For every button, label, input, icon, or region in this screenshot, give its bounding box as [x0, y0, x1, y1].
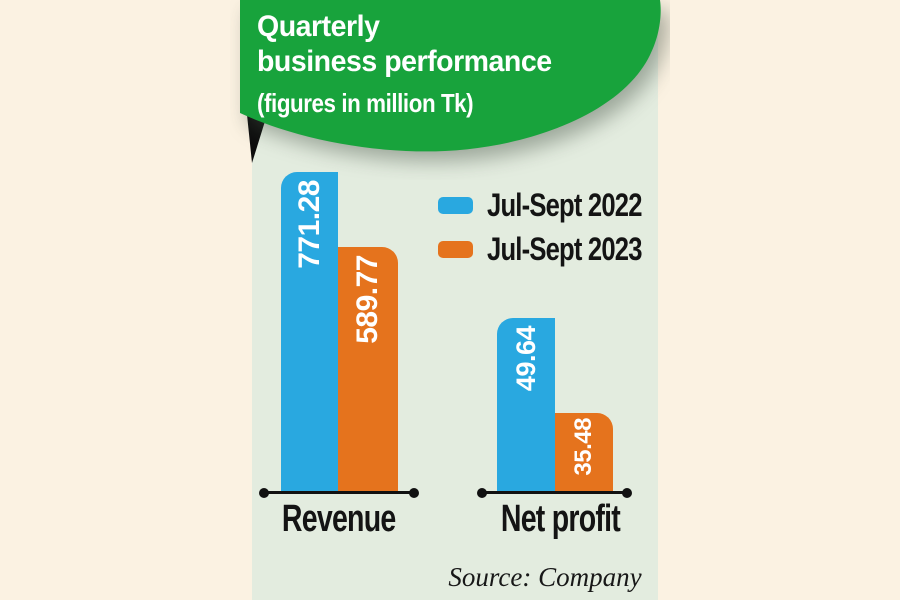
source-attribution: Source: Company [448, 562, 642, 592]
axis-netprofit [477, 487, 632, 498]
bar-revenue-2023: 589.77 [338, 247, 398, 493]
legend-swatch-2023 [438, 240, 473, 258]
title-bubble [240, 0, 661, 163]
bubble-shape [240, 0, 661, 152]
legend-item-2022: Jul-Sept 2022 [438, 187, 680, 223]
bar-netprofit-2022: 49.64 [497, 318, 555, 493]
bar-value-revenue-2022: 771.28 [292, 180, 326, 269]
legend-label-2022: Jul-Sept 2022 [487, 186, 642, 223]
chart-subtitle: (figures in million Tk) [257, 88, 474, 118]
bar-revenue-2022: 771.28 [281, 172, 338, 493]
bar-value-netprofit-2023: 35.48 [570, 418, 597, 476]
legend: Jul-Sept 2022 Jul-Sept 2023 [438, 187, 680, 280]
bar-value-netprofit-2022: 49.64 [510, 326, 541, 392]
bar-netprofit-2023: 35.48 [555, 413, 613, 493]
chart-title: Quarterly business performance (figures … [257, 9, 567, 119]
legend-item-2023: Jul-Sept 2023 [438, 231, 680, 267]
legend-label-2023: Jul-Sept 2023 [487, 230, 642, 267]
category-label-netprofit: Net profit [500, 498, 621, 540]
axis-endpoint-dot [259, 487, 269, 498]
bar-value-revenue-2023: 589.77 [351, 255, 384, 344]
axis-revenue [259, 487, 419, 498]
axis-endpoint-dot [409, 487, 419, 498]
legend-swatch-2022 [438, 196, 473, 214]
title-line-2: business performance [257, 45, 552, 78]
axis-endpoint-dot [477, 487, 487, 498]
axis-endpoint-dot [622, 487, 632, 498]
category-label-revenue: Revenue [282, 498, 396, 540]
title-line-1: Quarterly [257, 10, 380, 43]
